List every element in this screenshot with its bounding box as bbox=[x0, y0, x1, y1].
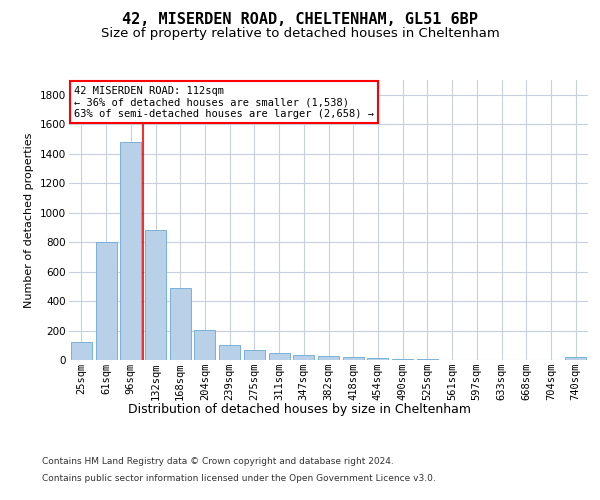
Bar bbox=[194, 330, 215, 360]
Text: Contains public sector information licensed under the Open Government Licence v3: Contains public sector information licen… bbox=[42, 474, 436, 483]
Y-axis label: Number of detached properties: Number of detached properties bbox=[25, 132, 34, 308]
Bar bbox=[367, 358, 388, 360]
Bar bbox=[145, 230, 166, 360]
Bar bbox=[71, 342, 92, 360]
Text: Size of property relative to detached houses in Cheltenham: Size of property relative to detached ho… bbox=[101, 28, 499, 40]
Text: Distribution of detached houses by size in Cheltenham: Distribution of detached houses by size … bbox=[128, 402, 472, 415]
Bar bbox=[343, 357, 364, 360]
Bar bbox=[219, 344, 240, 360]
Bar bbox=[565, 357, 586, 360]
Bar bbox=[293, 355, 314, 360]
Bar bbox=[120, 142, 141, 360]
Bar bbox=[318, 356, 339, 360]
Bar bbox=[269, 354, 290, 360]
Bar bbox=[244, 350, 265, 360]
Bar bbox=[170, 288, 191, 360]
Text: 42, MISERDEN ROAD, CHELTENHAM, GL51 6BP: 42, MISERDEN ROAD, CHELTENHAM, GL51 6BP bbox=[122, 12, 478, 28]
Text: 42 MISERDEN ROAD: 112sqm
← 36% of detached houses are smaller (1,538)
63% of sem: 42 MISERDEN ROAD: 112sqm ← 36% of detach… bbox=[74, 86, 374, 119]
Text: Contains HM Land Registry data © Crown copyright and database right 2024.: Contains HM Land Registry data © Crown c… bbox=[42, 458, 394, 466]
Bar bbox=[95, 242, 116, 360]
